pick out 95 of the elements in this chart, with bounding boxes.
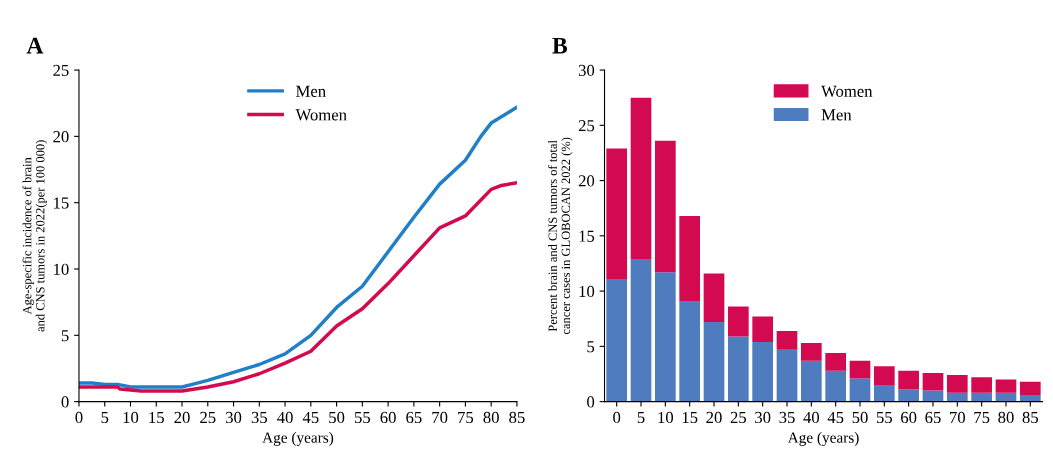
x-tick-label: 30 (755, 411, 771, 424)
x-tick-label: 60 (901, 411, 917, 424)
x-tick-label: 55 (354, 411, 371, 424)
x-tick-label: 20 (174, 411, 190, 424)
x-tick-label: 55 (876, 411, 892, 424)
bar (655, 272, 676, 402)
bar (776, 349, 798, 402)
y-tick-label: 10 (579, 285, 595, 298)
y-tick-label: 0 (61, 396, 69, 408)
bar (606, 148, 628, 279)
x-axis-title: Age (years) (262, 432, 334, 446)
x-tick-label: 0 (75, 411, 83, 424)
bar (873, 366, 895, 386)
x-tick-label: 30 (226, 411, 242, 424)
bar (630, 259, 652, 402)
y-axis-title: Age-specific incidence of brain and CNS tumors in 2022(per 100 000) (22, 140, 48, 332)
x-tick-label: 80 (483, 411, 499, 424)
y-tick-label: 0 (587, 396, 595, 408)
bar (946, 375, 968, 393)
chart-title: A (26, 37, 44, 54)
y-tick-label: 5 (587, 341, 595, 353)
y-tick-label: 30 (578, 64, 595, 76)
bar (1019, 394, 1041, 402)
bar (728, 336, 749, 402)
x-tick-label: 10 (658, 411, 674, 424)
bar (630, 97, 652, 260)
x-tick-label: 85 (509, 411, 525, 424)
bar (703, 322, 725, 402)
line-series (78, 181, 517, 393)
y-axis-title: Percent brain and CNS tumors of total cancer cases in GLOBOCAN 2022 (%) (548, 137, 573, 335)
legend-label: Men (821, 109, 852, 121)
x-tick-label: 70 (432, 411, 448, 424)
bar (825, 352, 846, 371)
line-series (78, 105, 517, 389)
x-tick-label: 20 (706, 411, 722, 424)
x-tick-label: 65 (406, 411, 422, 424)
bar (995, 379, 1017, 393)
x-tick-label: 15 (149, 411, 164, 424)
x-tick-label: 10 (123, 411, 139, 424)
x-tick-label: 40 (277, 411, 293, 424)
bar (971, 392, 992, 402)
x-tick-label: 60 (380, 411, 396, 424)
bar (849, 378, 871, 402)
y-tick-label: 10 (54, 263, 69, 275)
x-tick-label: 25 (730, 411, 747, 424)
bar (898, 370, 919, 390)
bar (922, 372, 944, 391)
bar (703, 273, 725, 323)
x-tick-label: 40 (803, 411, 820, 424)
bar (849, 360, 871, 379)
bar (606, 278, 628, 402)
legend-label: Women (295, 109, 347, 121)
x-tick-label: 0 (613, 411, 621, 424)
y-tick-label: 15 (579, 230, 595, 242)
bar (873, 385, 895, 402)
bar (655, 140, 676, 273)
x-tick-label: 50 (329, 411, 345, 424)
x-tick-label: 5 (101, 411, 109, 424)
y-tick-label: 15 (54, 197, 69, 209)
bar (800, 343, 822, 361)
bar (728, 306, 749, 337)
x-axis-title: Age (years) (787, 432, 859, 446)
bar (1019, 381, 1041, 395)
x-tick-label: 15 (682, 411, 698, 424)
y-tick-label: 20 (578, 175, 595, 187)
x-tick-label: 50 (852, 411, 868, 424)
y-tick-label: 20 (53, 131, 69, 143)
x-tick-label: 35 (251, 411, 267, 424)
chart-title: B (552, 37, 568, 54)
legend-label: Women (821, 85, 873, 97)
bar (946, 392, 968, 402)
y-tick-label: 25 (53, 64, 69, 76)
x-tick-label: 75 (458, 411, 474, 424)
x-tick-label: 85 (1022, 411, 1038, 424)
bar (825, 370, 846, 402)
bar (679, 301, 701, 402)
bar (776, 330, 798, 350)
bar (752, 316, 774, 342)
bar (679, 215, 701, 302)
x-tick-label: 35 (779, 411, 795, 424)
bar (898, 389, 919, 402)
y-tick-label: 5 (61, 330, 69, 342)
bar (800, 360, 822, 402)
bar (752, 341, 774, 402)
legend-label: Men (296, 85, 326, 97)
y-tick-label: 25 (578, 120, 595, 132)
x-tick-label: 45 (827, 411, 844, 424)
x-tick-label: 75 (974, 411, 990, 424)
x-tick-label: 45 (302, 411, 319, 424)
x-tick-label: 65 (925, 411, 941, 424)
bar (971, 377, 992, 393)
x-tick-label: 5 (637, 411, 645, 424)
x-tick-label: 25 (200, 411, 216, 424)
x-tick-label: 80 (998, 411, 1014, 424)
x-tick-label: 70 (950, 411, 966, 424)
